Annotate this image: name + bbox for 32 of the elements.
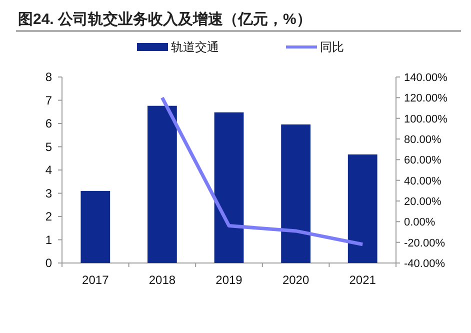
y2-tick-label: -20.00%	[404, 237, 446, 250]
y2-tick-label: 40.00%	[404, 175, 442, 188]
y-tick-label: 5	[45, 140, 52, 154]
y2-tick-label: -40.00%	[404, 258, 446, 270]
chart-title: 图24. 公司轨交业务收入及增速（亿元，%）	[18, 10, 312, 28]
x-tick-label: 2017	[82, 273, 110, 287]
y-tick-label: 0	[45, 256, 52, 270]
y2-tick-label: 80.00%	[404, 134, 442, 146]
y-tick-label: 1	[45, 232, 52, 247]
y-tick-label: 4	[45, 163, 52, 177]
bar	[281, 124, 310, 263]
legend-label: 轨道交通	[171, 40, 219, 54]
y2-tick-label: 120.00%	[404, 92, 448, 105]
bar	[214, 112, 244, 263]
y-tick-label: 3	[45, 186, 52, 200]
y2-tick-label: 100.00%	[404, 113, 448, 126]
y-tick-label: 6	[45, 116, 52, 130]
legend-label: 同比	[320, 40, 344, 54]
x-tick-label: 2019	[216, 273, 243, 287]
x-tick-label: 2018	[148, 273, 176, 287]
bar	[148, 106, 177, 263]
x-tick-label: 2020	[282, 273, 310, 287]
x-tick-label: 2021	[349, 273, 376, 287]
y-tick-label: 7	[45, 93, 52, 108]
y-tick-label: 8	[45, 70, 52, 84]
y2-tick-label: 60.00%	[404, 154, 442, 167]
y2-tick-label: 0.00%	[404, 216, 436, 229]
bar	[348, 154, 378, 263]
y-tick-label: 2	[45, 210, 52, 224]
y2-tick-label: 140.00%	[404, 72, 448, 84]
bar	[80, 190, 110, 263]
y2-tick-label: 20.00%	[404, 196, 442, 208]
